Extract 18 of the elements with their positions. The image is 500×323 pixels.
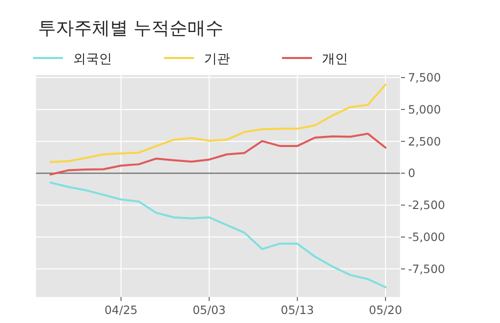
x-tick-label: 05/03: [192, 303, 226, 317]
x-tick-label: 05/20: [368, 303, 402, 317]
legend-label: 외국인: [73, 52, 112, 67]
y-tick-label: -5,000: [408, 230, 446, 244]
y-tick-label: 0: [408, 166, 416, 180]
line-series: [50, 84, 386, 164]
y-tick-label: 7,500: [408, 70, 441, 85]
legend-label: 개인: [322, 52, 348, 67]
y-tick-label: 2,500: [408, 134, 441, 148]
x-tick-label: 04/25: [104, 303, 138, 317]
legend-label: 기관: [204, 52, 230, 67]
y-tick-label: -2,500: [408, 198, 446, 212]
line-series: [50, 132, 386, 176]
y-tick-label: 5,000: [408, 102, 441, 116]
x-tick-label: 05/13: [280, 303, 314, 317]
chart-title: 투자주체별 누적순매수: [38, 18, 224, 39]
y-tick-label: -7,500: [408, 262, 446, 276]
line-series: [50, 182, 386, 288]
